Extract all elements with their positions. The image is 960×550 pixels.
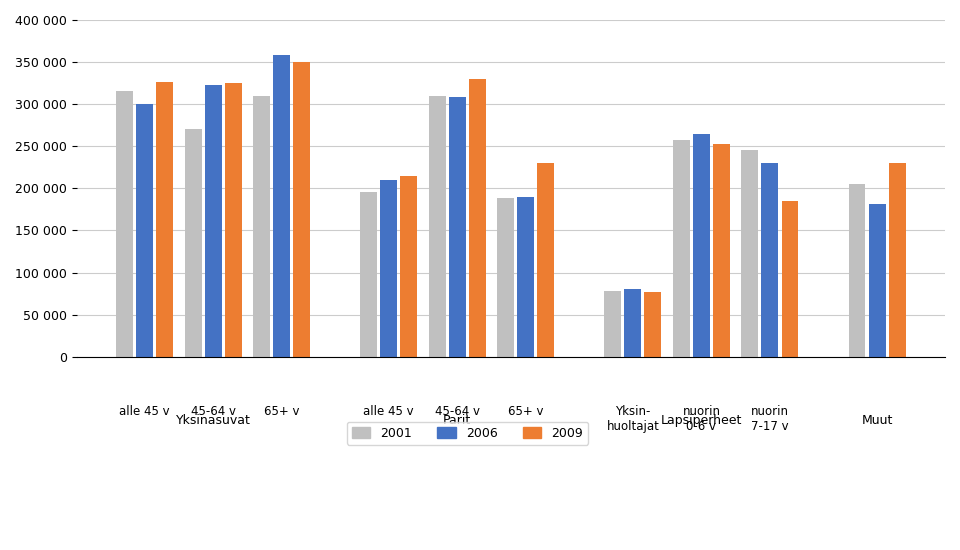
Bar: [136, 104, 153, 356]
Text: Muut: Muut: [861, 414, 893, 427]
Bar: [225, 83, 242, 356]
Text: Yksinasuvat: Yksinasuvat: [176, 414, 251, 427]
Bar: [360, 192, 377, 356]
Bar: [293, 62, 310, 356]
Bar: [889, 163, 905, 356]
Bar: [400, 175, 418, 356]
Bar: [253, 96, 270, 356]
Bar: [673, 140, 690, 356]
Bar: [741, 151, 758, 356]
Bar: [274, 56, 290, 356]
Bar: [849, 184, 866, 356]
Bar: [538, 163, 554, 356]
Bar: [380, 180, 397, 356]
Bar: [713, 144, 730, 356]
Bar: [184, 129, 202, 356]
Bar: [605, 291, 621, 356]
Bar: [781, 201, 799, 356]
Bar: [429, 96, 445, 356]
Bar: [644, 292, 661, 356]
Bar: [497, 199, 515, 356]
Bar: [693, 134, 709, 356]
Bar: [761, 163, 779, 356]
Bar: [517, 197, 535, 356]
Legend: 2001, 2006, 2009: 2001, 2006, 2009: [347, 422, 588, 445]
Bar: [116, 91, 133, 356]
Bar: [156, 82, 173, 356]
Text: Parit: Parit: [444, 414, 471, 427]
Bar: [869, 205, 885, 356]
Bar: [624, 289, 641, 356]
Bar: [468, 79, 486, 356]
Text: Lapsiperheet: Lapsiperheet: [660, 414, 742, 427]
Bar: [204, 85, 222, 356]
Bar: [448, 97, 466, 356]
